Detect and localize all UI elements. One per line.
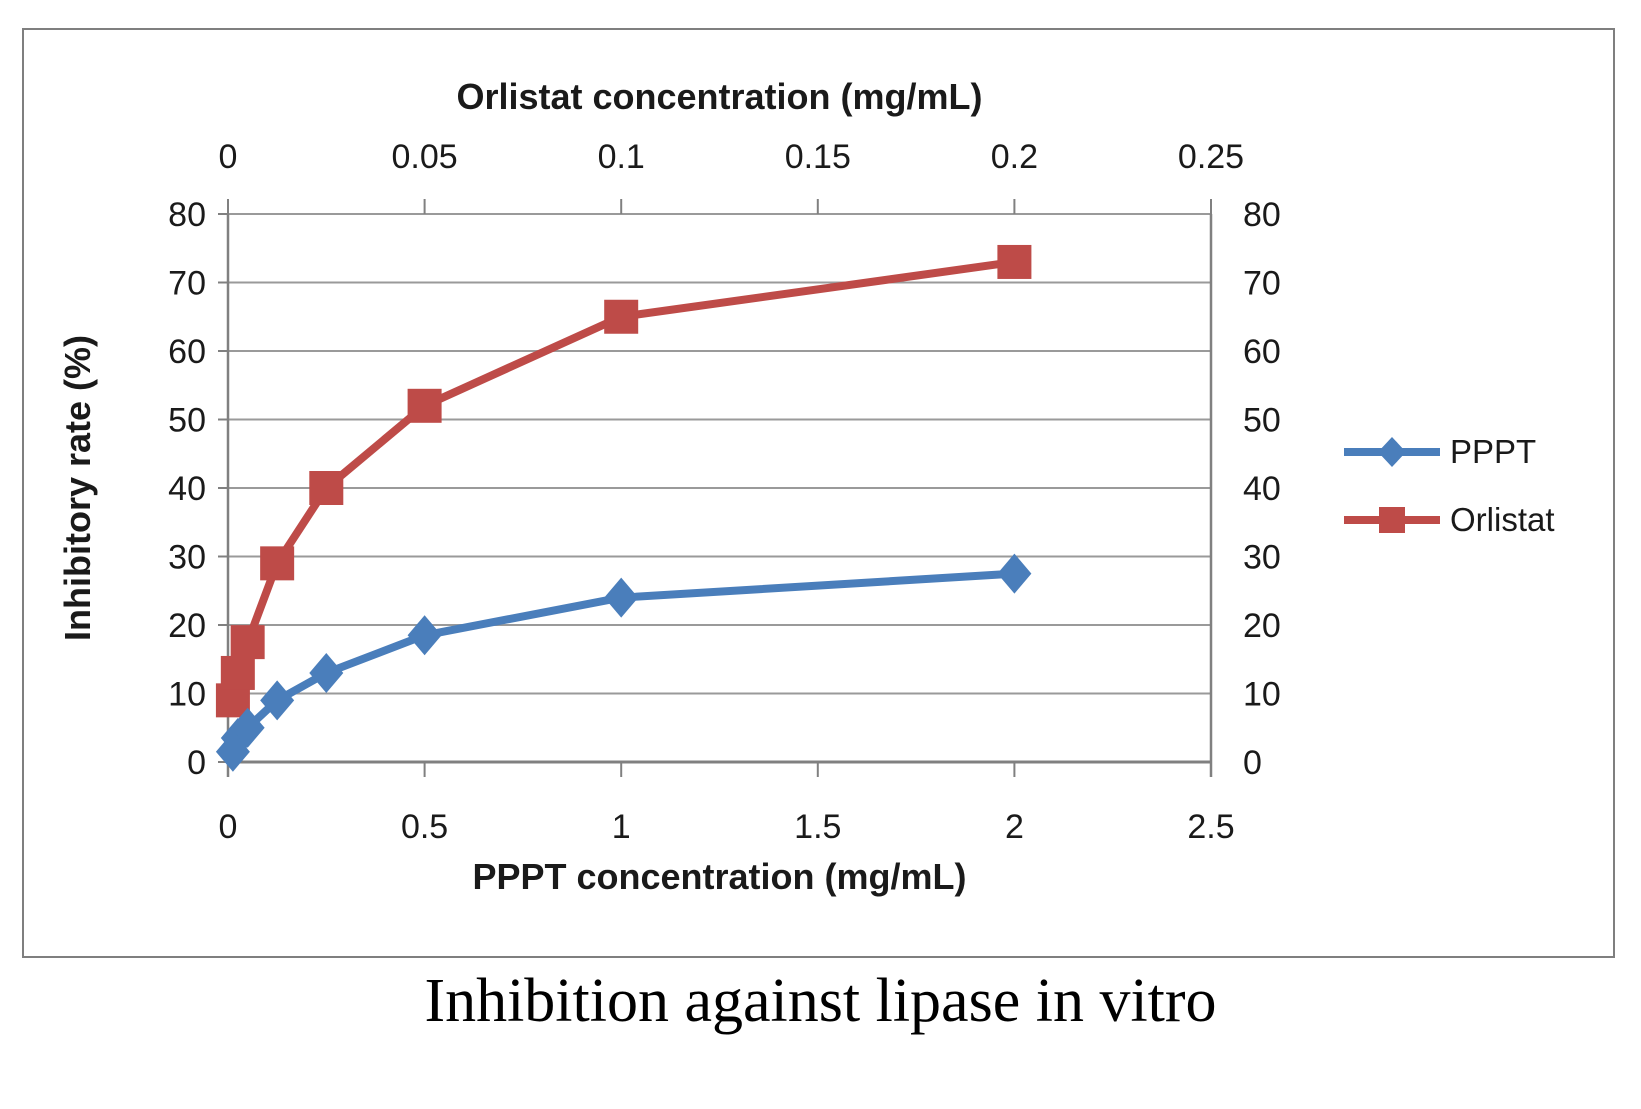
pppt-marker [407, 615, 442, 656]
legend-label-orlistat: Orlistat [1450, 501, 1555, 538]
pppt-marker [309, 652, 344, 693]
pppt-marker [230, 707, 265, 748]
tick-label: 0 [219, 808, 238, 846]
tick-label: 50 [168, 402, 206, 440]
tick-label: 0.2 [991, 138, 1038, 176]
orlistat-series-swatch [1344, 507, 1440, 533]
legend-item-orlistat: Orlistat [1342, 497, 1555, 543]
tick-label: 2.5 [1187, 808, 1234, 846]
tick-label: 0.5 [401, 808, 448, 846]
orlistat-marker [407, 388, 442, 423]
orlistat-marker [997, 244, 1032, 279]
tick-label: 30 [1243, 539, 1281, 577]
tick-label: 60 [168, 333, 206, 371]
tick-label: 20 [1243, 607, 1281, 645]
tick-label: 2 [1005, 808, 1024, 846]
tick-label: 80 [168, 196, 206, 234]
pppt-marker [604, 577, 639, 618]
tick-label: 80 [1243, 196, 1281, 234]
figure-caption: Inhibition against lipase in vitro [424, 967, 1217, 1035]
tick-label: 0.25 [1178, 138, 1244, 176]
tick-label: 20 [168, 607, 206, 645]
tick-label: 70 [168, 265, 206, 303]
pppt-series-swatch [1344, 437, 1440, 467]
tick-label: 0 [219, 138, 238, 176]
legend-label-pppt: PPPT [1450, 433, 1537, 470]
tick-label: 0.05 [392, 138, 458, 176]
pppt-marker [260, 680, 295, 721]
tick-label: 1 [612, 808, 631, 846]
orlistat-marker [309, 471, 344, 505]
pppt-marker [997, 553, 1032, 594]
tick-label: 40 [1243, 470, 1281, 508]
left-axis-title: Inhibitory rate (%) [57, 334, 98, 642]
top-axis-title: Orlistat concentration (mg/mL) [456, 76, 983, 117]
legend-item-pppt: PPPT [1342, 429, 1536, 475]
orlistat-marker [230, 625, 265, 660]
tick-label: 60 [1243, 333, 1281, 371]
tick-label: 0 [1243, 744, 1262, 782]
bottom-axis-title: PPPT concentration (mg/mL) [472, 856, 967, 897]
tick-label: 0.15 [785, 138, 851, 176]
orlistat-marker [260, 546, 295, 581]
orlistat-marker [220, 655, 255, 690]
tick-label: 10 [1243, 676, 1281, 714]
tick-label: 10 [168, 676, 206, 714]
tick-label: 40 [168, 470, 206, 508]
tick-label: 50 [1243, 402, 1281, 440]
orlistat-marker [604, 299, 639, 334]
tick-label: 70 [1243, 265, 1281, 303]
tick-label: 30 [168, 539, 206, 577]
tick-label: 0 [187, 744, 206, 782]
tick-label: 1.5 [794, 808, 841, 846]
tick-label: 0.1 [598, 138, 645, 176]
figure-frame [22, 28, 1615, 958]
